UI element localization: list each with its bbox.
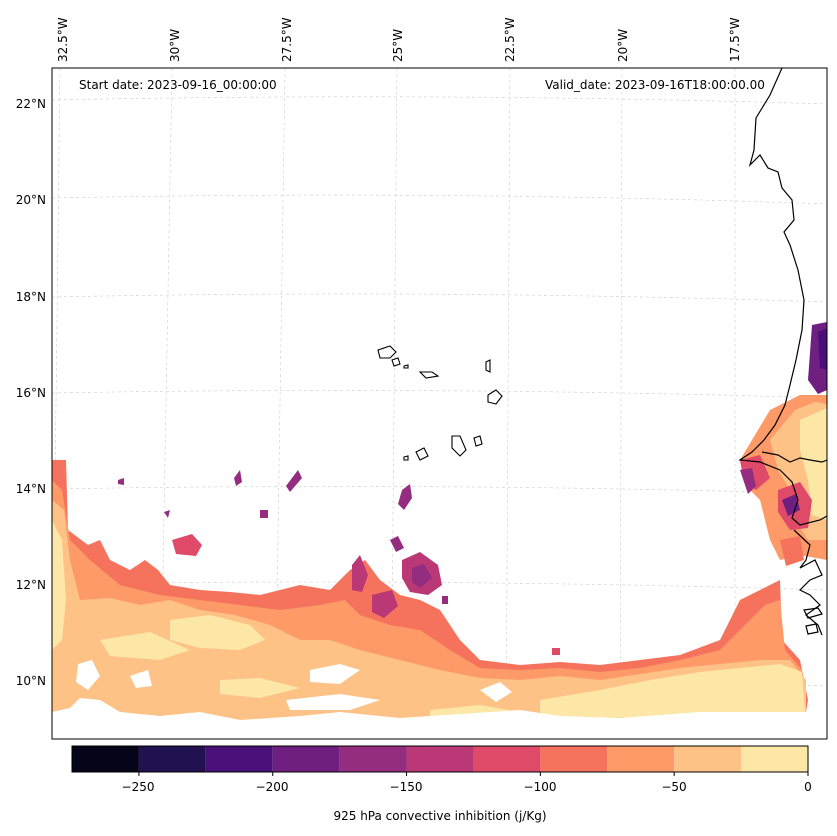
santiago [451, 435, 467, 457]
colorbar [71, 745, 809, 776]
cin-coastal [740, 322, 827, 566]
cin-band-south [52, 460, 808, 730]
colorbar-segment [473, 746, 541, 772]
colorbar-tick-minus100: −100 [523, 780, 557, 794]
colorbar-frame [71, 745, 809, 773]
colorbar-segment [272, 746, 340, 772]
cape-verde-islands [377, 345, 503, 461]
lon-label-25w: 25°W [391, 28, 405, 62]
lat-label-14n: 14°N [15, 482, 46, 496]
colorbar-tick-minus200: −200 [255, 780, 289, 794]
boa-vista [487, 389, 503, 405]
colorbar-tick-minus50: −50 [661, 780, 687, 794]
colorbar-tick-minus250: −250 [121, 780, 155, 794]
colorbar-segment [741, 746, 808, 772]
colorbar-segment [406, 746, 474, 772]
brava [403, 455, 409, 461]
colorbar-tick-0: 0 [804, 780, 812, 794]
start-date-label: Start date: 2023-09-16_00:00:00 [79, 78, 277, 92]
cin-gaps [52, 660, 806, 739]
lat-label-22n: 22°N [15, 97, 46, 111]
lat-label-12n: 12°N [15, 578, 46, 592]
fogo [415, 447, 429, 461]
colorbar-segment [205, 746, 273, 772]
sao-vicente [391, 357, 401, 367]
coastline [738, 68, 827, 636]
colorbar-label: 925 hPa convective inhibition (j/Kg) [333, 809, 547, 823]
lon-label-22-5w: 22.5°W [503, 17, 517, 62]
colorbar-tick-minus150: −150 [389, 780, 423, 794]
colorbar-segment [607, 746, 675, 772]
valid-date-label: Valid_date: 2023-09-16T18:00:00.00 [545, 78, 765, 92]
cin-patches [118, 470, 560, 655]
cin-band-lightest [52, 520, 805, 720]
lat-label-18n: 18°N [15, 290, 46, 304]
colorbar-segment [138, 746, 206, 772]
lon-label-32-5w: 32.5°W [56, 17, 70, 62]
colorbar-segment [72, 746, 139, 772]
lon-label-17-5w: 17.5°W [728, 17, 742, 62]
colorbar-segment [540, 746, 608, 772]
lon-label-20w: 20°W [616, 28, 630, 62]
lat-label-20n: 20°N [15, 193, 46, 207]
colorbar-segment [674, 746, 742, 772]
map-frame [51, 67, 828, 740]
lon-label-27-5w: 27.5°W [280, 17, 294, 62]
santo-antao [377, 345, 397, 359]
cin-band-light [52, 500, 806, 728]
maio [473, 435, 483, 447]
sal [485, 359, 491, 373]
lat-label-10n: 10°N [15, 674, 46, 688]
lon-label-30w: 30°W [168, 28, 182, 62]
lat-label-16n: 16°N [15, 386, 46, 400]
colorbar-segment [339, 746, 407, 772]
